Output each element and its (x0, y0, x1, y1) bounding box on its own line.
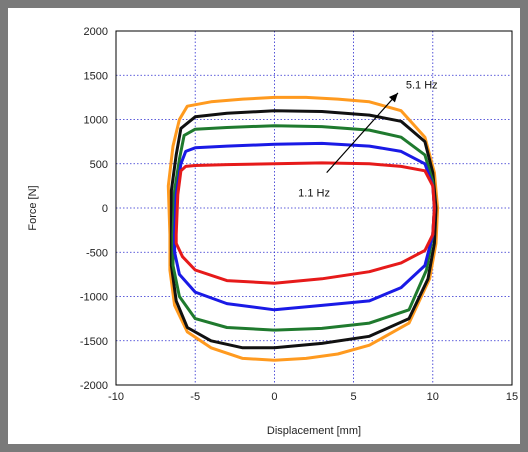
x-axis-title: Displacement [mm] (267, 425, 361, 437)
hysteresis-loop-4 (173, 141, 436, 312)
y-tick-label: 1500 (84, 70, 108, 82)
x-tick-label: 10 (427, 391, 439, 403)
force-displacement-chart: -10 -5 0 5 10 15 2000 1500 1000 500 0 -500 -1000 -150… (27, 26, 518, 437)
frequency-arrow (326, 92, 399, 174)
y-axis-title: Force [N] (27, 185, 39, 230)
y-tick-label: -1000 (80, 292, 108, 304)
y-tick-label: -500 (86, 247, 108, 259)
y-tick-label: 500 (90, 159, 108, 171)
x-tick-label: -10 (108, 391, 124, 403)
y-tick-label: -1500 (80, 336, 108, 348)
hysteresis-loop-5 (174, 161, 436, 285)
x-tick-label: -5 (190, 391, 200, 403)
y-tick-label: 2000 (84, 26, 108, 38)
y-tick-label: 0 (102, 203, 108, 215)
hysteresis-loop-1 (166, 95, 440, 362)
y-tick-label: -2000 (80, 380, 108, 392)
frequency-arrow-head (388, 92, 398, 103)
annotation-low-frequency: 1.1 Hz (298, 187, 330, 199)
annotation-high-frequency: 5.1 Hz (406, 80, 438, 92)
tick-labels: -10 -5 0 5 10 15 2000 1500 1000 500 0 -500 -1000 -150… (80, 26, 518, 403)
x-tick-label: 15 (506, 391, 518, 403)
x-tick-label: 5 (351, 391, 357, 403)
series-group (166, 95, 440, 362)
hysteresis-loop-2 (169, 109, 438, 350)
x-tick-label: 0 (271, 391, 277, 403)
y-tick-label: 1000 (84, 115, 108, 127)
chart-frame: -10 -5 0 5 10 15 2000 1500 1000 500 0 -500 -1000 -150… (8, 8, 520, 444)
plot-border (115, 30, 513, 386)
